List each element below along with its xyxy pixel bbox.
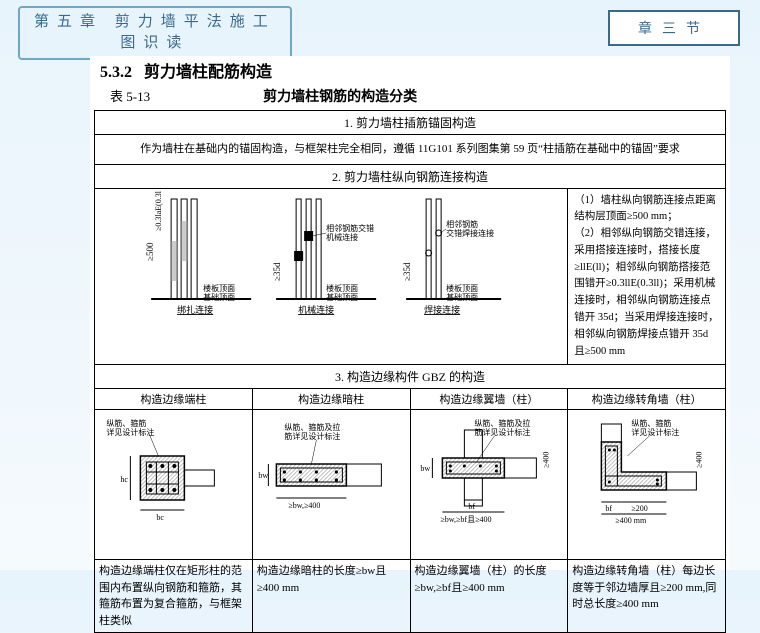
gbz-h2: 构造边缘暗柱	[252, 389, 410, 410]
svg-text:bw: bw	[258, 471, 268, 480]
chapter-line1: 第五章 剪力墙平法施工	[34, 12, 276, 33]
svg-text:纵筋、箍筋详见设计标注: 纵筋、箍筋详见设计标注	[632, 418, 680, 437]
row2-notes: （1）墙柱纵向钢筋连接点距离结构层顶面≥500 mm； （2）相邻纵向钢筋交错连…	[568, 188, 726, 365]
svg-text:相邻钢筋交错焊接连接: 相邻钢筋交错焊接连接	[446, 219, 494, 238]
section-title: 5.3.2 剪力墙柱配筋构造	[94, 56, 726, 84]
svg-text:楼板顶面基础顶面: 楼板顶面基础顶面	[446, 283, 478, 302]
svg-text:hc: hc	[120, 475, 128, 484]
row2-head: 2. 剪力墙柱纵向钢筋连接构造	[95, 164, 726, 188]
svg-text:≥400: ≥400	[541, 452, 550, 468]
gbz-desc1: 构造边缘端柱仅在矩形柱的范围内布置纵向钢筋和箍筋，其箍筋布置为复合箍筋，与框架柱…	[95, 560, 253, 633]
table-title: 剪力墙柱钢筋的构造分类	[263, 86, 417, 106]
svg-text:≥35d: ≥35d	[402, 262, 412, 281]
chapter-tag: 第五章 剪力墙平法施工 图识读	[18, 6, 292, 60]
svg-text:bf: bf	[468, 502, 475, 511]
svg-text:≥35d: ≥35d	[272, 262, 282, 281]
note2: （2）相邻纵向钢筋交错连接，采用搭接连接时，搭接长度≥llE(ll)；相邻纵向钢…	[574, 226, 719, 360]
gbz-desc4: 构造边缘转角墙（柱）每边长度等于邻边墙厚且≥200 mm,同时总长度≥400 m…	[568, 560, 726, 633]
page-content: 5.3.2 剪力墙柱配筋构造 表 5-13 剪力墙柱钢筋的构造分类 1. 剪力墙…	[90, 56, 730, 570]
svg-text:楼板顶面基础顶面: 楼板顶面基础顶面	[326, 283, 358, 302]
gbz-fig1: 纵筋、箍筋详见设计标注 bc	[95, 410, 253, 560]
svg-text:纵筋、箍筋及拉筋详见设计标注: 纵筋、箍筋及拉筋详见设计标注	[284, 422, 340, 441]
row1-head: 1. 剪力墙柱插筋锚固构造	[95, 111, 726, 135]
svg-text:焊接连接: 焊接连接	[424, 304, 460, 315]
gbz-fig2: 纵筋、箍筋及拉筋详见设计标注 bw ≥bw,≥400	[252, 410, 410, 560]
gbz-desc2: 构造边缘暗柱的长度≥bw且≥400 mm	[252, 560, 410, 633]
row1-body: 作为墙柱在基础内的锚固构造，与框架柱完全相同，遵循 11G101 系列图集第 5…	[95, 135, 726, 165]
svg-text:bf: bf	[606, 504, 613, 513]
gbz-h3: 构造边缘翼墙（柱）	[410, 389, 568, 410]
main-table: 1. 剪力墙柱插筋锚固构造 作为墙柱在基础内的锚固构造，与框架柱完全相同，遵循 …	[94, 110, 726, 633]
gbz-h4: 构造边缘转角墙（柱）	[568, 389, 726, 410]
svg-text:≥400: ≥400	[695, 452, 704, 468]
svg-text:≥400 mm: ≥400 mm	[616, 516, 648, 525]
svg-text:bw: bw	[420, 464, 430, 473]
svg-text:机械连接: 机械连接	[298, 304, 334, 315]
row3-head: 3. 构造边缘构件 GBZ 的构造	[95, 365, 726, 389]
svg-text:纵筋、箍筋详见设计标注: 纵筋、箍筋详见设计标注	[106, 418, 154, 437]
svg-text:相邻钢筋交错机械连接: 相邻钢筋交错机械连接	[326, 223, 374, 242]
gbz-desc3: 构造边缘翼墙（柱）的长度≥bw,≥bf且≥400 mm	[410, 560, 568, 633]
svg-text:绑扎连接: 绑扎连接	[177, 304, 213, 315]
svg-text:≥bw,≥400: ≥bw,≥400	[288, 501, 320, 510]
table-label: 表 5-13	[94, 86, 150, 105]
title-num: 5.3.2	[100, 64, 132, 81]
svg-text:≥bw,≥bf且≥400: ≥bw,≥bf且≥400	[440, 515, 491, 524]
gbz-h1: 构造边缘端柱	[95, 389, 253, 410]
title-text: 剪力墙柱配筋构造	[144, 64, 272, 81]
svg-text:楼板顶面基础顶面: 楼板顶面基础顶面	[203, 283, 235, 302]
svg-text:≥0.3laE(0.3la): ≥0.3laE(0.3la)	[154, 191, 163, 231]
svg-text:≥500: ≥500	[145, 242, 155, 261]
gbz-fig3: 纵筋、箍筋及拉筋详见设计标注 bw ≥400 ≥bw,≥bf且≥40	[410, 410, 568, 560]
chapter-line2: 图识读	[34, 33, 276, 54]
connection-diagrams: ≥500 ≥0.3laE(0.3la) 楼板顶面基础顶面 绑扎连接 ≥35d	[95, 188, 568, 365]
section-tag: 章三节	[608, 10, 740, 46]
svg-text:bc: bc	[156, 513, 164, 522]
gbz-fig4: 纵筋、箍筋详见设计标注 ≥400 ≥200 ≥400 mm	[568, 410, 726, 560]
svg-text:≥200: ≥200	[632, 504, 648, 513]
note1: （1）墙柱纵向钢筋连接点距离结构层顶面≥500 mm；	[574, 193, 719, 227]
